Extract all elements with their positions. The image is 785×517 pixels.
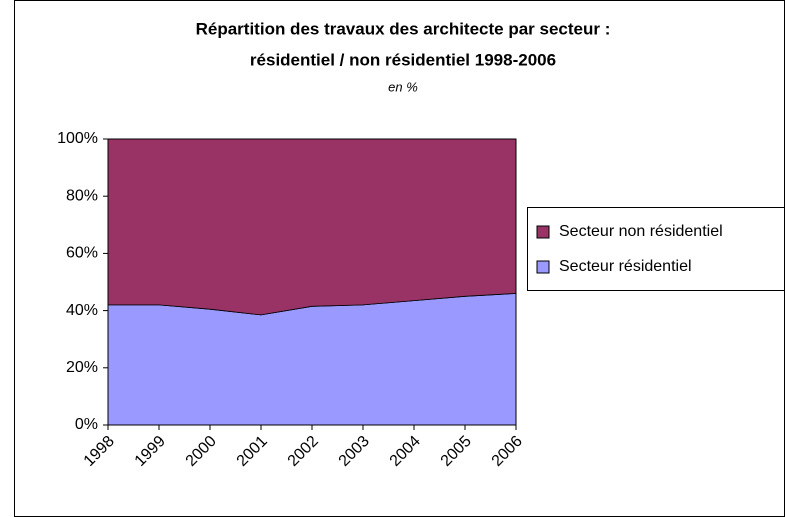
y-tick-label: 60% (66, 245, 98, 262)
legend-label: Secteur résidentiel (559, 258, 692, 275)
y-tick-label: 40% (66, 302, 98, 319)
chart-title: résidentiel / non résidentiel 1998-2006 (250, 50, 556, 69)
y-tick-label: 20% (66, 359, 98, 376)
area (107, 293, 517, 426)
chart-subtitle: en % (388, 79, 418, 94)
y-tick-label: 80% (66, 187, 98, 204)
legend-swatch (536, 260, 550, 274)
legend-label: Secteur non résidentiel (559, 223, 723, 240)
y-tick-label: 100% (57, 130, 98, 147)
chart-title: Répartition des travaux des architecte p… (196, 19, 611, 38)
legend-frame (527, 207, 785, 291)
y-tick-label: 0% (75, 416, 98, 433)
area (107, 138, 517, 316)
legend-swatch (536, 225, 550, 239)
